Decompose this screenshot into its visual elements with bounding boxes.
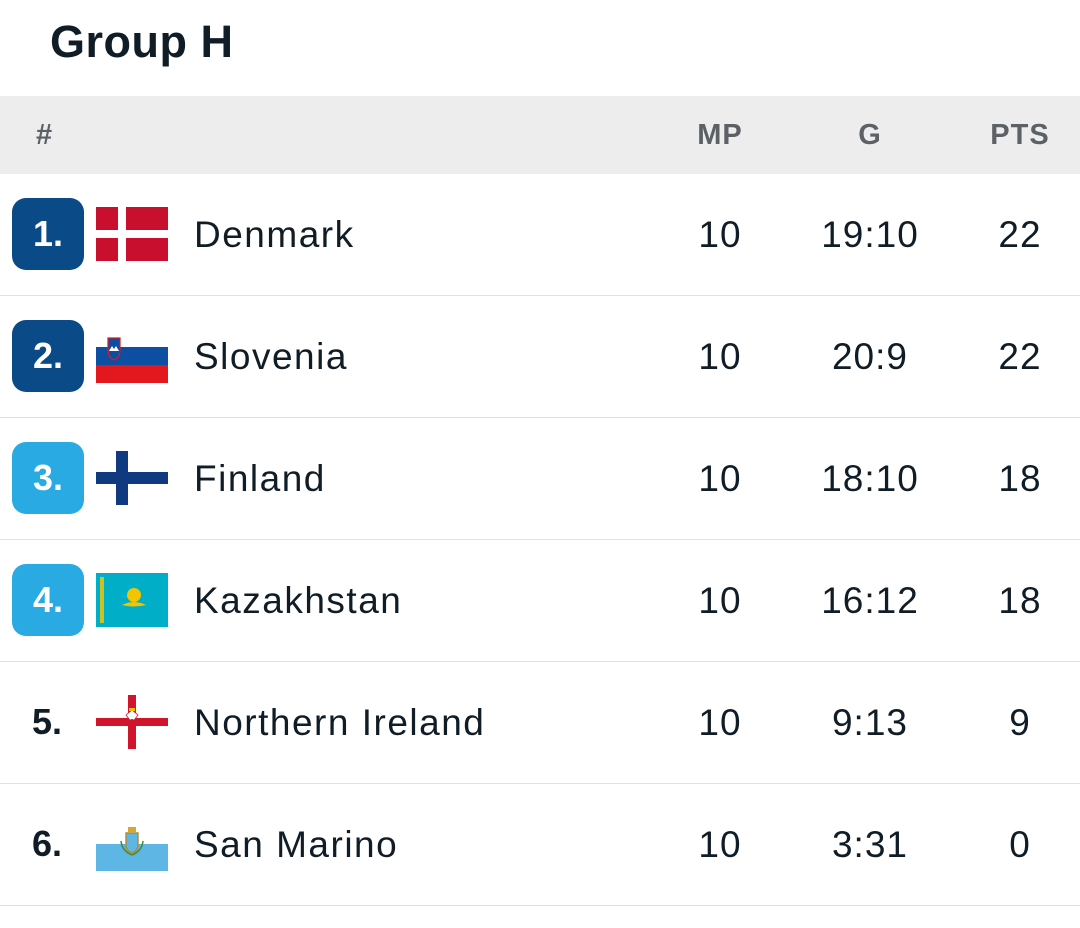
goals: 19:10 [821, 214, 919, 255]
rank-badge: 2. [12, 320, 84, 392]
points: 9 [1009, 702, 1031, 743]
standings-table: 1. Denmark 10 19:10 22 2. Slovenia 10 20… [0, 174, 1080, 906]
points: 22 [998, 336, 1042, 377]
matches-played: 10 [698, 580, 742, 621]
table-row[interactable]: 1. Denmark 10 19:10 22 [0, 174, 1080, 296]
team-name[interactable]: Kazakhstan [194, 580, 403, 621]
points: 18 [998, 580, 1042, 621]
table-header: # MP G PTS [0, 96, 1080, 174]
table-row[interactable]: 3. Finland 10 18:10 18 [0, 418, 1080, 540]
table-row[interactable]: 5. Northern Ireland 10 9:13 9 [0, 662, 1080, 784]
finland-flag-icon [96, 451, 168, 505]
san-marino-flag-icon [96, 817, 168, 871]
matches-played: 10 [698, 702, 742, 743]
goals: 16:12 [821, 580, 919, 621]
points: 18 [998, 458, 1042, 499]
matches-played: 10 [698, 824, 742, 865]
rank-column-header[interactable]: # [36, 119, 54, 151]
group-title: Group H [50, 16, 234, 67]
table-row[interactable]: 2. Slovenia 10 20:9 22 [0, 296, 1080, 418]
denmark-flag-icon [96, 207, 168, 261]
team-name[interactable]: Finland [194, 458, 326, 499]
mp-column-header[interactable]: MP [697, 119, 743, 151]
points-column-header[interactable]: PTS [990, 119, 1050, 151]
rank-badge: 1. [12, 198, 84, 270]
northern-ireland-flag-icon [96, 695, 168, 749]
rank-badge: 4. [12, 564, 84, 636]
matches-played: 10 [698, 214, 742, 255]
team-name[interactable]: Denmark [194, 214, 355, 255]
goals: 18:10 [821, 458, 919, 499]
kazakhstan-flag-icon [96, 573, 168, 627]
matches-played: 10 [698, 336, 742, 377]
table-row[interactable]: 6. San Marino 10 3:31 0 [0, 784, 1080, 906]
points: 0 [1009, 824, 1031, 865]
goals: 3:31 [831, 824, 908, 865]
rank-label: 6. [32, 823, 63, 864]
matches-played: 10 [698, 458, 742, 499]
goals: 20:9 [831, 336, 908, 377]
points: 22 [998, 214, 1042, 255]
team-name[interactable]: San Marino [194, 824, 399, 865]
table-row[interactable]: 4. Kazakhstan 10 16:12 18 [0, 540, 1080, 662]
team-name[interactable]: Slovenia [194, 336, 348, 377]
rank-label: 5. [32, 701, 63, 742]
rank-badge: 3. [12, 442, 84, 514]
goals-column-header[interactable]: G [858, 119, 882, 151]
team-name[interactable]: Northern Ireland [194, 702, 486, 743]
goals: 9:13 [831, 702, 908, 743]
slovenia-flag-icon [96, 329, 168, 383]
